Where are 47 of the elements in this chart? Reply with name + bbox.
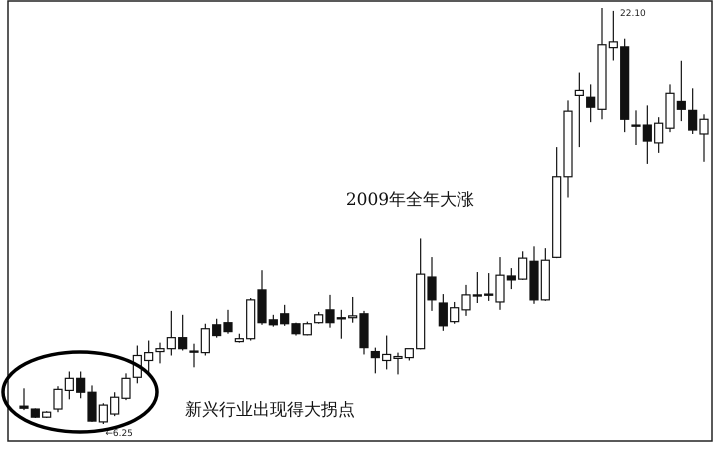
- candlestick: [336, 309, 346, 340]
- candlestick: [699, 114, 709, 162]
- candlestick: [370, 347, 380, 374]
- candlestick: [654, 116, 664, 154]
- candlestick: [200, 323, 210, 356]
- candlestick: [166, 310, 176, 356]
- candlestick: [64, 370, 74, 400]
- candlestick: [484, 272, 494, 302]
- candlestick: [155, 342, 165, 364]
- candlestick: [178, 314, 188, 352]
- candlestick: [438, 293, 448, 332]
- candlestick: [688, 88, 698, 135]
- candlestick: [506, 268, 516, 290]
- candlestick: [472, 271, 482, 304]
- candlestick: [450, 301, 460, 324]
- candlestick: [427, 256, 437, 312]
- candlestick: [291, 322, 301, 336]
- annotation: 22.10: [620, 9, 646, 19]
- candlestick: [631, 110, 641, 146]
- candlestick: [586, 84, 596, 123]
- candlestick: [382, 334, 392, 370]
- candlestick: [144, 340, 154, 374]
- candlestick: [223, 309, 233, 334]
- candlestick: [404, 348, 414, 362]
- annotation: 新兴行业出现得大拐点: [185, 400, 355, 420]
- candlestick: [19, 388, 29, 411]
- candlestick: [676, 60, 686, 122]
- candlestick: [325, 294, 335, 328]
- candlestick: [302, 321, 312, 336]
- candlestick: [212, 318, 222, 338]
- candlestick: [189, 343, 199, 368]
- candlestick: [110, 392, 120, 417]
- candlestick: [393, 352, 403, 375]
- candlestick: [268, 314, 278, 328]
- candlestick: [642, 104, 652, 164]
- candlestick: [121, 372, 131, 401]
- annotation: 2009年全年大涨: [346, 190, 474, 210]
- candlestick: [76, 370, 86, 399]
- candlestick: [280, 304, 290, 326]
- candlestick: [574, 72, 584, 148]
- candlestick: [518, 250, 528, 281]
- candlestick: [608, 10, 618, 62]
- candlestick: [53, 386, 63, 413]
- candlestick: [98, 402, 108, 425]
- candlestick: [348, 296, 358, 324]
- candlestick: [461, 284, 471, 316]
- text: ←6.25: [105, 429, 133, 439]
